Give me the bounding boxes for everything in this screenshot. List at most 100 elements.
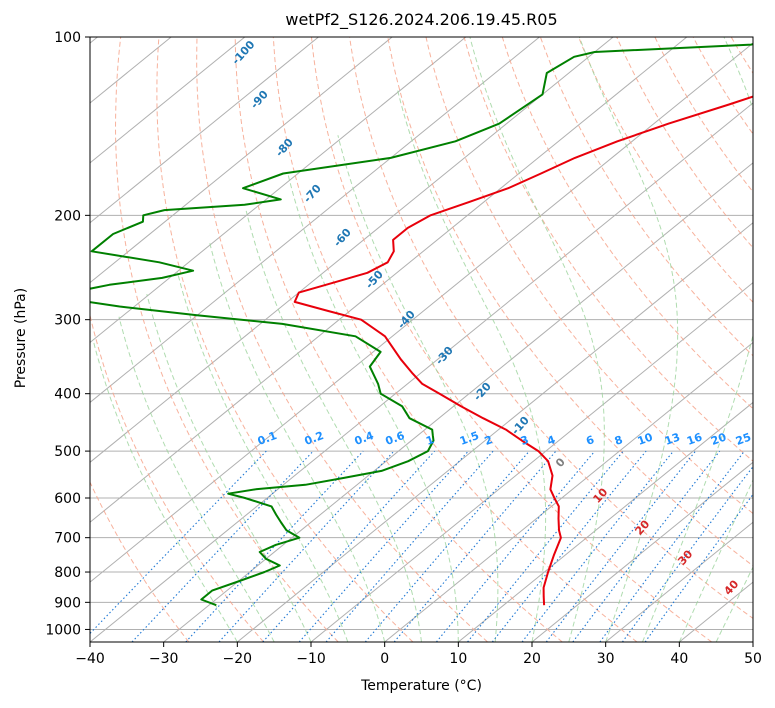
isotherm-label: 40 [721, 577, 741, 597]
isotherm-label: 30 [675, 547, 695, 567]
mixing-ratio-line [393, 450, 557, 642]
dewpoint-profile-line [90, 43, 753, 607]
dry-adiabat-line [578, 37, 753, 303]
x-tick-label: −10 [296, 651, 326, 667]
moist-adiabat-line [642, 37, 753, 642]
mixing-ratio-line [435, 450, 596, 642]
dry-adiabat-line [769, 37, 775, 642]
dry-adiabat-line [539, 37, 753, 357]
mixing-ratio-line [218, 450, 395, 642]
y-tick-label: 500 [54, 444, 81, 460]
y-tick-label: 100 [54, 30, 81, 46]
y-tick-label: 300 [54, 313, 81, 329]
moist-adiabat-line [397, 89, 547, 642]
profile-lines [90, 43, 753, 607]
moist-adiabat-line [678, 478, 753, 642]
isotherm-label: -50 [363, 268, 386, 292]
isotherm-line [90, 37, 540, 404]
dry-adiabat-line [90, 481, 190, 642]
isotherm-line [90, 37, 98, 44]
y-tick-label: 1000 [45, 622, 81, 638]
chart-title: wetPf2_S126.2024.206.19.45.R05 [285, 10, 558, 29]
isotherm-label: -100 [229, 38, 257, 67]
mixing-ratio-label: 1.5 [458, 429, 481, 448]
axes: −40 −30 −20 −10 0 10 20 30 40 5010020030040050060… [45, 30, 762, 667]
isotherm-line [531, 461, 753, 642]
isotherm-line [752, 641, 753, 642]
y-tick-label: 400 [54, 387, 81, 403]
mixing-ratio-line [185, 450, 364, 642]
isotherm-line [310, 282, 753, 642]
mixing-ratio-label: 10 [636, 430, 655, 448]
isotherm-label: 20 [632, 517, 652, 537]
x-axis-label: Temperature (°C) [361, 678, 482, 694]
dry-adiabat-line [311, 37, 712, 642]
mixing-ratio-line [90, 450, 267, 635]
moist-adiabat-line [245, 210, 422, 642]
x-tick-label: −30 [149, 651, 179, 667]
moist-adiabat-line [146, 293, 312, 642]
dry-adiabat-line [156, 37, 414, 642]
dry-adiabat-line [425, 37, 753, 515]
isotherm-line [90, 102, 753, 642]
mixing-ratio-line [131, 450, 314, 642]
isotherm-label: -60 [331, 226, 354, 250]
isotherm-label: 10 [590, 485, 610, 505]
mixing-ratio-line [262, 450, 436, 642]
mixing-ratio-label: 4 [545, 433, 557, 448]
dry-adiabat-line [463, 37, 753, 462]
isotherm-label: -80 [273, 136, 296, 160]
moist-adiabat-line [337, 135, 499, 642]
moist-adiabat-line [715, 566, 753, 642]
mixing-ratio-label: 13 [663, 430, 682, 447]
x-tick-label: −20 [223, 651, 253, 667]
dry-adiabat-line [114, 37, 339, 642]
y-tick-label: 600 [54, 491, 81, 507]
y-tick-label: 200 [54, 208, 81, 224]
isotherm-line [90, 37, 172, 104]
isotherm-line [384, 341, 753, 642]
isotherm-label: -20 [471, 380, 494, 404]
mixing-ratio-line [364, 450, 530, 642]
dry-adiabat-line [616, 37, 753, 249]
mixing-ratio-line [644, 493, 753, 642]
dry-adiabat-line [196, 37, 488, 642]
mixing-ratio-label: 6 [584, 433, 596, 448]
mixing-ratio-line [572, 450, 721, 642]
mixing-ratio-line [491, 450, 647, 642]
dry-adiabat-line [234, 37, 563, 642]
mixing-ratio-label: 0.1 [256, 429, 279, 448]
isotherm-label: -70 [301, 182, 324, 206]
dry-adiabat-line [90, 313, 264, 642]
isotherm-line [605, 521, 753, 642]
plot-frame [89, 36, 754, 643]
isotherm-line [90, 37, 467, 344]
moist-adiabat-line [176, 271, 349, 642]
dry-adiabat-line [654, 37, 753, 193]
x-tick-label: 30 [597, 651, 615, 667]
mixing-ratio-label: 3 [519, 433, 531, 448]
mixing-ratio-line [521, 450, 674, 642]
moist-adiabat-line [287, 172, 459, 642]
x-tick-label: 0 [380, 651, 389, 667]
isotherm-line [0, 37, 24, 642]
mixing-ratio-label: 0.2 [303, 429, 326, 448]
isotherm-line [90, 37, 393, 284]
y-tick-label: 800 [54, 565, 81, 581]
moist-adiabat-line [578, 37, 679, 642]
mixing-ratio-label: 1 [424, 433, 436, 448]
mixing-ratio-label: 16 [685, 430, 704, 448]
mixing-ratio-label: 8 [613, 433, 625, 448]
mixing-ratio-line [325, 450, 494, 642]
y-tick-label: 900 [54, 595, 81, 611]
mixing-ratio-label: 25 [734, 430, 753, 447]
temperature-profile-line [293, 95, 753, 606]
moist-adiabat-line [469, 37, 605, 642]
mixing-ratio-label: 0.4 [353, 429, 376, 448]
moist-adiabat-line [208, 241, 386, 642]
moist-adiabat-line [118, 316, 275, 642]
mixing-ratio-line [298, 450, 469, 642]
moist-adiabat-line [92, 339, 238, 642]
isotherm-line [90, 37, 319, 224]
